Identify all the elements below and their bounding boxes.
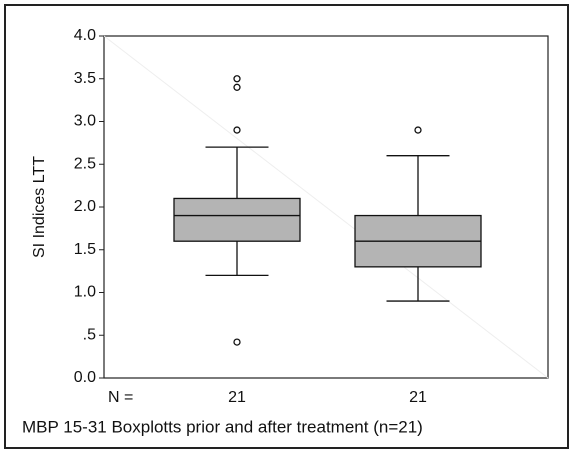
y-tick-label: 2.5 [74, 155, 96, 172]
outlier [233, 75, 241, 83]
outlier [233, 126, 241, 134]
outlier [414, 126, 422, 134]
n-value: 21 [409, 389, 427, 406]
n-value: 21 [228, 389, 246, 406]
y-tick-label: 4.0 [74, 27, 96, 44]
diagonal [103, 35, 549, 379]
outlier [233, 83, 241, 91]
outlier [233, 338, 241, 346]
n-label: N = [108, 389, 133, 406]
y-tick-label: 0.0 [74, 369, 96, 386]
box [173, 197, 301, 242]
y-tick-label: 1.0 [74, 284, 96, 301]
y-tick-label: .5 [83, 326, 96, 343]
y-axis-label: SI Indices LTT [31, 156, 48, 258]
y-tick-label: 3.5 [74, 70, 96, 87]
y-tick-label: 3.0 [74, 113, 96, 130]
y-tick-label: 2.0 [74, 198, 96, 215]
y-tick-label: 1.5 [74, 241, 96, 258]
caption: MBP 15-31 Boxplotts prior and after trea… [22, 417, 423, 436]
